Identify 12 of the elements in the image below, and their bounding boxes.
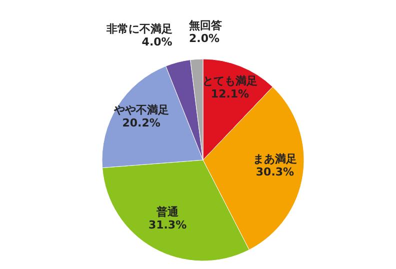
data-label: 31.3%: [148, 218, 187, 232]
data-label: 12.1%: [210, 87, 250, 100]
slice-label: やや不満足: [112, 103, 169, 116]
data-label: 2.0%: [189, 32, 220, 46]
slice-label: 非常に不満足: [105, 22, 172, 36]
data-label: 20.2%: [122, 116, 160, 130]
slice-label: まあ満足: [252, 152, 297, 166]
data-label: 30.3%: [256, 165, 294, 178]
slice-label: 無回答: [188, 19, 223, 32]
data-label: 4.0%: [142, 36, 172, 49]
slice-label: 普通: [156, 205, 180, 218]
slice-label: とても満足: [202, 74, 258, 88]
